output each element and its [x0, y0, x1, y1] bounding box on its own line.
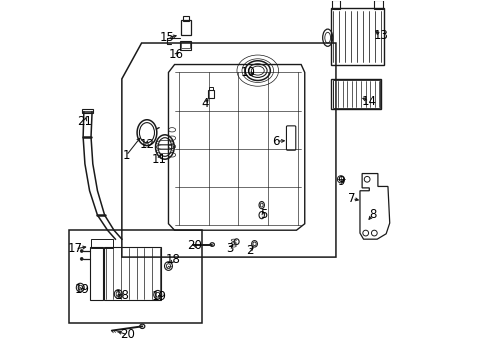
Text: 5: 5	[259, 208, 266, 221]
Text: 6: 6	[272, 135, 279, 148]
Bar	[330, 8, 383, 65]
Text: 18: 18	[114, 289, 129, 302]
Text: 12: 12	[139, 138, 154, 150]
Text: 14: 14	[361, 95, 376, 108]
Bar	[180, 41, 190, 50]
Text: 4: 4	[201, 97, 208, 110]
Text: 2: 2	[245, 244, 253, 257]
Bar	[183, 17, 188, 21]
Text: 19: 19	[75, 283, 90, 296]
Text: 20: 20	[186, 239, 202, 252]
Text: 15: 15	[160, 31, 175, 45]
Bar	[181, 42, 189, 48]
Bar	[91, 239, 113, 248]
Text: 20: 20	[120, 328, 135, 341]
Bar	[373, 0, 382, 9]
Text: 21: 21	[77, 115, 92, 128]
Bar	[82, 109, 93, 113]
Text: 10: 10	[240, 66, 255, 79]
Text: 11: 11	[151, 153, 166, 166]
Bar	[89, 247, 103, 300]
Bar	[180, 21, 190, 35]
Text: 18: 18	[166, 253, 181, 266]
Bar	[69, 230, 202, 323]
Text: 8: 8	[368, 208, 376, 221]
Bar	[330, 79, 381, 109]
Text: 1: 1	[122, 149, 130, 162]
Text: 17: 17	[68, 242, 82, 255]
Text: 16: 16	[168, 48, 183, 61]
Circle shape	[80, 249, 83, 252]
Bar	[331, 0, 340, 9]
Bar	[207, 90, 214, 98]
Circle shape	[80, 257, 83, 260]
Bar	[332, 80, 379, 108]
Bar	[104, 247, 161, 300]
Text: 9: 9	[336, 175, 344, 188]
Text: 19: 19	[151, 290, 166, 303]
Text: 13: 13	[372, 29, 387, 42]
Bar	[209, 87, 212, 90]
Text: 3: 3	[225, 242, 233, 255]
Text: 7: 7	[347, 192, 355, 205]
